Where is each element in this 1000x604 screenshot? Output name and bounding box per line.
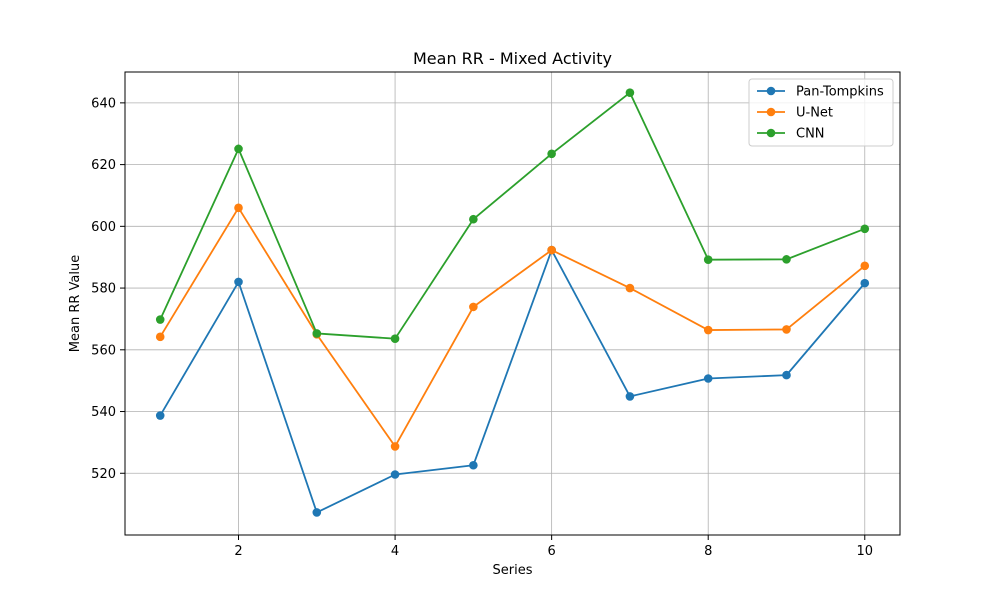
- data-point: [312, 508, 322, 517]
- legend-swatch-marker: [766, 86, 776, 96]
- data-point: [234, 144, 243, 154]
- legend-swatch-marker: [766, 107, 776, 117]
- data-point: [547, 149, 556, 159]
- legend-label: Pan-Tompkins: [796, 85, 884, 100]
- plot-area-frame: [124, 71, 901, 536]
- data-point: [390, 442, 400, 451]
- series-line: [159, 249, 866, 514]
- x-tick-label: 2: [234, 544, 242, 559]
- data-point: [625, 88, 635, 97]
- data-point: [782, 255, 791, 264]
- y-tick-label: 520: [91, 467, 116, 482]
- chart-title: Mean RR - Mixed Activity: [413, 49, 612, 68]
- data-point: [390, 334, 400, 343]
- y-axis: 520 540 560 580 600 620 640: [91, 96, 125, 482]
- series-u-net: [155, 203, 870, 451]
- data-point: [703, 325, 713, 335]
- x-tick-label: 10: [856, 544, 873, 559]
- x-axis-label: Series: [493, 563, 533, 578]
- legend-item: Pan-Tompkins: [757, 85, 884, 100]
- series-pan-tompkins: [155, 245, 870, 517]
- grid-lines: [125, 72, 900, 535]
- data-point: [860, 278, 870, 288]
- y-tick-label: 600: [91, 220, 116, 235]
- legend-label: CNN: [796, 127, 825, 142]
- data-point: [625, 283, 635, 293]
- y-tick-label: 540: [91, 405, 116, 420]
- legend: Pan-Tompkins U-Net CNN: [748, 78, 894, 147]
- series-line: [159, 206, 866, 448]
- data-point: [703, 374, 713, 383]
- data-point: [703, 255, 713, 264]
- x-tick-label: 8: [704, 544, 712, 559]
- data-point: [155, 315, 165, 324]
- data-point: [547, 245, 556, 255]
- data-point: [782, 370, 791, 380]
- data-point: [860, 224, 870, 234]
- data-point: [155, 411, 165, 420]
- legend-label: U-Net: [796, 106, 833, 121]
- series-lines: [155, 88, 870, 517]
- data-point: [782, 325, 791, 334]
- data-point: [234, 277, 243, 287]
- data-point: [155, 332, 165, 342]
- data-point: [469, 302, 478, 312]
- x-tick-label: 4: [391, 544, 399, 559]
- y-tick-label: 640: [91, 96, 116, 111]
- legend-box: [748, 78, 894, 147]
- y-axis-label: Mean RR Value: [68, 255, 83, 352]
- y-tick-label: 620: [91, 158, 116, 173]
- y-tick-label: 580: [91, 282, 116, 297]
- legend-swatch-marker: [766, 128, 776, 138]
- series-cnn: [155, 88, 870, 343]
- series-line: [159, 91, 866, 340]
- data-point: [234, 203, 243, 213]
- data-point: [860, 261, 870, 271]
- data-point: [625, 392, 635, 401]
- data-point: [469, 214, 478, 224]
- data-point: [312, 329, 322, 338]
- x-tick-label: 6: [548, 544, 556, 559]
- data-point: [469, 460, 478, 470]
- y-tick-label: 560: [91, 343, 116, 358]
- legend-item: CNN: [757, 127, 825, 142]
- x-axis: 2 4 6 8 10: [234, 535, 873, 559]
- data-point: [390, 470, 400, 479]
- legend-item: U-Net: [757, 106, 833, 121]
